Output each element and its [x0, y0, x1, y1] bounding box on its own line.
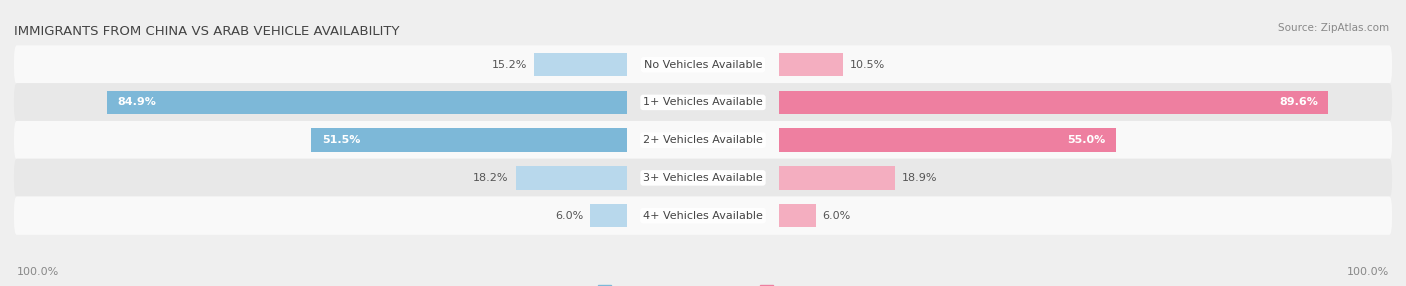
Bar	[779, 128, 1116, 152]
Text: IMMIGRANTS FROM CHINA VS ARAB VEHICLE AVAILABILITY: IMMIGRANTS FROM CHINA VS ARAB VEHICLE AV…	[14, 25, 399, 38]
Bar	[779, 91, 1329, 114]
Text: 1+ Vehicles Available: 1+ Vehicles Available	[643, 98, 763, 107]
Text: 84.9%: 84.9%	[117, 98, 156, 107]
Text: 4+ Vehicles Available: 4+ Vehicles Available	[643, 211, 763, 221]
Text: 100.0%: 100.0%	[1347, 267, 1389, 277]
Text: 10.5%: 10.5%	[851, 60, 886, 69]
Text: Source: ZipAtlas.com: Source: ZipAtlas.com	[1278, 23, 1389, 33]
Legend: Immigrants from China, Arab: Immigrants from China, Arab	[593, 281, 813, 286]
Bar	[516, 166, 627, 190]
Text: 15.2%: 15.2%	[492, 60, 527, 69]
FancyBboxPatch shape	[14, 121, 1392, 159]
FancyBboxPatch shape	[14, 196, 1392, 235]
Text: 51.5%: 51.5%	[322, 135, 360, 145]
FancyBboxPatch shape	[14, 159, 1392, 197]
Text: 2+ Vehicles Available: 2+ Vehicles Available	[643, 135, 763, 145]
Text: 18.2%: 18.2%	[474, 173, 509, 183]
Text: 6.0%: 6.0%	[555, 211, 583, 221]
Bar	[779, 53, 844, 76]
Text: 89.6%: 89.6%	[1279, 98, 1317, 107]
Text: 18.9%: 18.9%	[901, 173, 936, 183]
Bar	[534, 53, 627, 76]
FancyBboxPatch shape	[14, 83, 1392, 122]
Bar	[779, 166, 894, 190]
Text: 6.0%: 6.0%	[823, 211, 851, 221]
FancyBboxPatch shape	[14, 45, 1392, 84]
Bar	[107, 91, 627, 114]
Text: No Vehicles Available: No Vehicles Available	[644, 60, 762, 69]
Bar	[312, 128, 627, 152]
Text: 55.0%: 55.0%	[1067, 135, 1105, 145]
Text: 3+ Vehicles Available: 3+ Vehicles Available	[643, 173, 763, 183]
Text: 100.0%: 100.0%	[17, 267, 59, 277]
Bar	[591, 204, 627, 227]
Bar	[779, 204, 815, 227]
